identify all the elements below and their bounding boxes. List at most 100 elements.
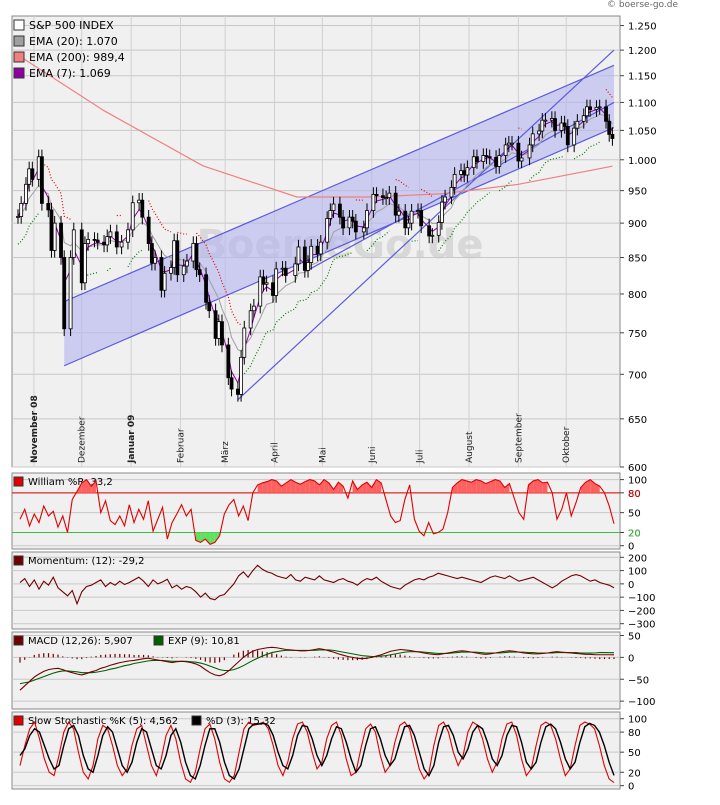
candle-body (416, 211, 419, 212)
candle-body (115, 232, 118, 247)
macd-legend-label: EXP (9): 10,81 (168, 636, 240, 647)
candle-body (463, 171, 466, 175)
candle-body (236, 389, 239, 394)
stochastic-tick-label: 80 (628, 728, 641, 739)
candle-body (460, 171, 463, 175)
candle-body (351, 217, 354, 221)
candle-body (342, 217, 345, 228)
candle-body (147, 217, 150, 243)
price-tick-label: 1.200 (628, 46, 657, 57)
candle-body (243, 328, 246, 357)
candle-body (50, 210, 53, 251)
candle-body (472, 157, 475, 168)
candle-body (28, 169, 31, 184)
macd-legend-swatch (14, 636, 23, 645)
candle-body (372, 194, 375, 210)
candle-body (185, 261, 188, 266)
price-tick-label: 650 (628, 415, 647, 426)
legend-label: EMA (200): 989,4 (29, 51, 125, 64)
month-label: April (271, 442, 281, 463)
candle-body (550, 119, 553, 121)
month-label: August (465, 431, 475, 463)
candle-body (265, 283, 268, 284)
candle-body (173, 241, 176, 268)
candle-body (563, 123, 566, 126)
candle-body (303, 247, 306, 270)
candle-body (589, 107, 592, 110)
legend-label: EMA (20): 1.070 (29, 35, 118, 48)
momentum-tick-label: 100 (628, 567, 647, 578)
month-label: Februar (177, 428, 187, 463)
candle-body (520, 158, 523, 161)
williams-tick-label: 0 (628, 542, 634, 553)
month-label: Dezember (78, 416, 88, 463)
candle-body (576, 121, 579, 128)
candle-body (297, 247, 300, 264)
candle-body (60, 223, 63, 257)
candle-body (87, 239, 90, 243)
candle-body (517, 143, 520, 161)
candle-body (160, 258, 163, 291)
williams-tick-label: 100 (628, 476, 647, 487)
candle-body (598, 107, 601, 108)
candle-body (397, 211, 400, 215)
candle-body (354, 221, 357, 232)
stochastic-tick-label: 100 (628, 715, 647, 726)
price-tick-label: 1.100 (628, 98, 657, 109)
candle-body (214, 311, 217, 339)
candle-body (404, 211, 407, 228)
candle-body (560, 123, 563, 130)
price-tick-label: 850 (628, 254, 647, 265)
candle-body (93, 239, 96, 240)
candle-body (281, 268, 284, 269)
williams-overbought-fill (533, 480, 538, 493)
candle-body (220, 322, 223, 345)
candle-body (407, 223, 410, 228)
candle-body (475, 157, 478, 162)
price-tick-label: 750 (628, 329, 647, 340)
candle-body (259, 277, 262, 306)
momentum-tick-label: −300 (628, 620, 655, 631)
macd-legend-swatch (154, 636, 163, 645)
price-tick-label: 700 (628, 370, 647, 381)
momentum-legend-label: Momentum: (12): -29,2 (28, 556, 144, 567)
candle-body (611, 134, 614, 138)
candle-body (154, 258, 157, 264)
candle-body (338, 204, 341, 217)
month-label: Juli (416, 450, 426, 464)
candle-body (394, 193, 397, 215)
candle-body (450, 187, 453, 197)
candle-body (316, 246, 319, 254)
candle-body (507, 143, 510, 145)
candle-body (365, 211, 368, 228)
candle-body (195, 244, 198, 270)
candle-body (495, 157, 498, 166)
candle-body (362, 228, 365, 232)
candle-body (31, 169, 34, 179)
candle-body (332, 204, 335, 211)
candle-body (410, 211, 413, 223)
price-tick-label: 1.050 (628, 126, 657, 137)
williams-overbought-fill (476, 480, 481, 493)
candle-body (531, 134, 534, 145)
candle-body (307, 262, 310, 270)
candle-body (348, 217, 351, 228)
candle-body (120, 242, 123, 247)
candle-body (20, 203, 23, 216)
williams-legend-swatch (14, 477, 23, 486)
momentum-tick-label: 0 (628, 580, 634, 591)
candle-body (582, 116, 585, 122)
candle-body (595, 107, 598, 109)
candle-body (249, 311, 252, 328)
candle-body (252, 306, 255, 311)
candle-body (47, 203, 50, 210)
month-label: Oktober (562, 426, 572, 463)
candle-body (109, 232, 112, 237)
candle-body (528, 145, 531, 158)
candle-body (485, 156, 488, 157)
candle-body (83, 244, 86, 283)
month-label: September (514, 413, 524, 463)
momentum-tick-label: 200 (628, 553, 647, 564)
candle-body (444, 197, 447, 202)
